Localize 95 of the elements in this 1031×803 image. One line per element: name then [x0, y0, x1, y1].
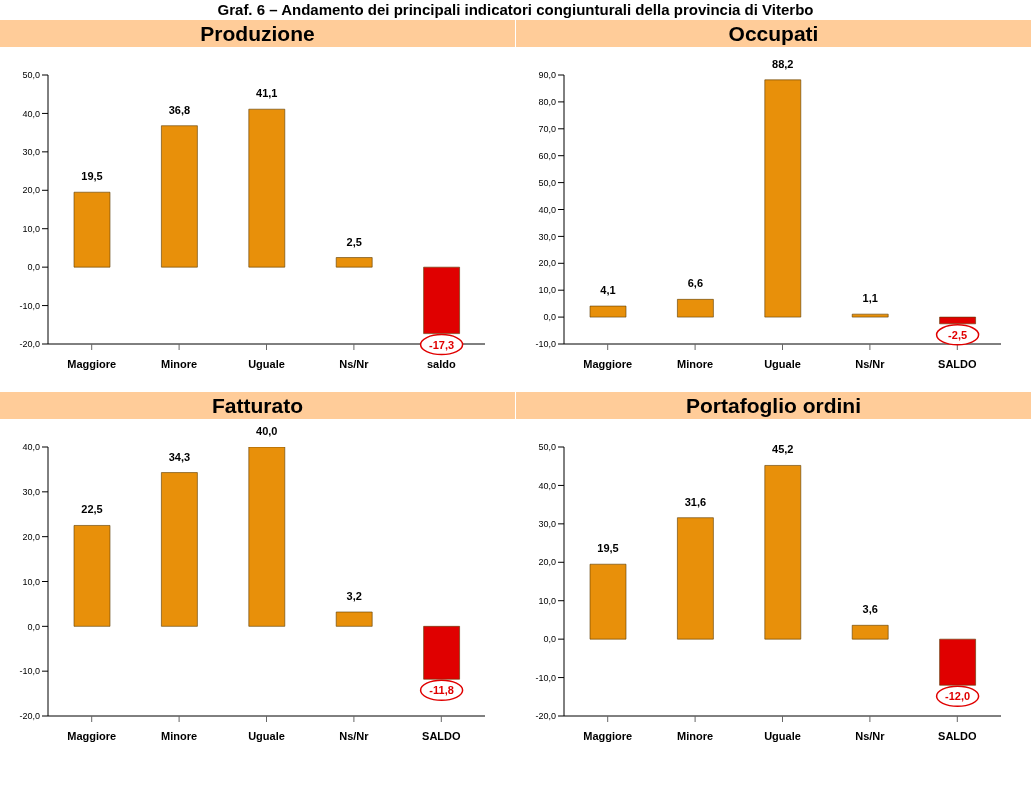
- x-tick-label: Ns/Nr: [339, 729, 370, 742]
- y-tick-label: -20,0: [19, 339, 40, 350]
- bar: [677, 517, 714, 640]
- y-tick-label: 20,0: [22, 185, 40, 196]
- data-label: 3,6: [862, 603, 878, 616]
- y-tick-label: 30,0: [22, 487, 40, 498]
- bar: [851, 625, 889, 640]
- x-tick-label: Uguale: [764, 357, 801, 370]
- data-label: 1,1: [862, 292, 878, 305]
- data-label: 88,2: [772, 57, 794, 70]
- x-tick-label: Ns/Nr: [339, 357, 370, 370]
- data-label: 41,1: [256, 87, 278, 100]
- x-tick-label: SALDO: [938, 729, 977, 742]
- x-tick-label: Maggiore: [67, 357, 117, 370]
- bar: [248, 447, 286, 627]
- x-tick-label: Uguale: [248, 729, 285, 742]
- data-label: -17,3: [429, 338, 455, 351]
- data-label: 22,5: [81, 503, 103, 516]
- x-tick-label: Ns/Nr: [855, 357, 886, 370]
- y-tick-label: 40,0: [538, 204, 556, 215]
- y-tick-label: 40,0: [22, 108, 40, 119]
- y-tick-label: -10,0: [535, 339, 556, 350]
- bar: [73, 525, 111, 627]
- y-tick-label: 0,0: [27, 621, 40, 632]
- x-tick-label: Minore: [161, 357, 198, 370]
- bar: [764, 79, 802, 318]
- y-tick-label: -20,0: [535, 711, 556, 722]
- y-tick-label: 50,0: [22, 70, 40, 81]
- bar: [589, 563, 627, 640]
- data-label: 40,0: [256, 425, 278, 437]
- y-tick-label: 30,0: [22, 147, 40, 158]
- data-label: 19,5: [597, 542, 619, 555]
- x-tick-label: SALDO: [938, 357, 977, 370]
- bar: [248, 108, 286, 268]
- x-tick-label: SALDO: [422, 729, 461, 742]
- data-label: 3,2: [346, 589, 362, 602]
- y-tick-label: 30,0: [538, 231, 556, 242]
- data-label: 34,3: [168, 450, 191, 463]
- x-tick-label: Ns/Nr: [855, 729, 886, 742]
- x-tick-label: saldo: [426, 357, 456, 370]
- data-label: 4,1: [600, 284, 616, 297]
- y-tick-label: 50,0: [538, 442, 556, 453]
- bar: [589, 305, 627, 318]
- data-label: -12,0: [945, 690, 971, 703]
- y-tick-label: 0,0: [543, 634, 556, 645]
- x-tick-label: Uguale: [764, 729, 801, 742]
- bar: [335, 611, 373, 627]
- y-tick-label: 10,0: [538, 595, 556, 606]
- y-tick-label: 70,0: [538, 124, 556, 134]
- y-tick-label: 40,0: [22, 442, 40, 453]
- y-tick-label: 20,0: [538, 557, 556, 568]
- bar: [161, 125, 198, 268]
- data-label: 31,6: [684, 495, 707, 508]
- x-tick-label: Maggiore: [583, 357, 633, 370]
- x-tick-label: Minore: [161, 729, 198, 742]
- y-tick-label: 10,0: [22, 223, 40, 234]
- bar: [73, 191, 111, 268]
- chart-title: Portafoglio ordini: [516, 392, 1031, 419]
- x-tick-label: Uguale: [248, 357, 285, 370]
- data-label: 36,8: [168, 103, 191, 116]
- x-tick-label: Maggiore: [67, 729, 117, 742]
- bar: [764, 465, 802, 640]
- y-tick-label: -10,0: [19, 300, 40, 311]
- y-tick-label: 40,0: [538, 480, 556, 491]
- data-label: -2,5: [948, 328, 968, 341]
- data-label: 19,5: [81, 170, 103, 183]
- y-tick-label: -10,0: [19, 666, 40, 677]
- data-label: -11,8: [429, 684, 454, 697]
- y-tick-label: 80,0: [538, 97, 556, 108]
- y-tick-label: -20,0: [19, 711, 40, 722]
- y-tick-label: 0,0: [27, 262, 40, 273]
- y-tick-label: 50,0: [538, 177, 556, 188]
- y-tick-label: 10,0: [538, 285, 556, 296]
- data-label: 6,6: [687, 277, 704, 290]
- data-label: 2,5: [346, 235, 362, 248]
- bar: [161, 472, 198, 627]
- y-tick-label: -10,0: [535, 672, 556, 683]
- x-tick-label: Minore: [677, 729, 714, 742]
- chart-title: Fatturato: [0, 392, 515, 419]
- bar: [677, 299, 714, 318]
- bar: [851, 313, 889, 318]
- chart-title: Produzione: [0, 20, 515, 47]
- y-tick-label: 90,0: [538, 70, 556, 81]
- y-tick-label: 60,0: [538, 150, 556, 161]
- y-tick-label: 30,0: [538, 519, 556, 530]
- y-tick-label: 0,0: [543, 312, 556, 323]
- y-tick-label: 10,0: [22, 576, 40, 587]
- data-label: 45,2: [772, 443, 794, 456]
- y-tick-label: 20,0: [22, 531, 40, 542]
- y-tick-label: 20,0: [538, 258, 556, 269]
- chart-title: Occupati: [516, 20, 1031, 47]
- bar: [335, 257, 373, 268]
- x-tick-label: Maggiore: [583, 729, 633, 742]
- text: Graf. 6 – Andamento dei principali indicatori congiunturali della provincia di Viterbo: [216, 0, 815, 20]
- x-tick-label: Minore: [677, 357, 714, 370]
